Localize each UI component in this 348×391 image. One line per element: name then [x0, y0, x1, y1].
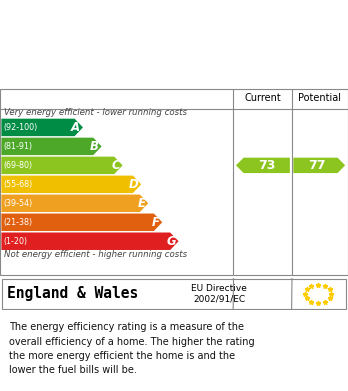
- Text: Potential: Potential: [298, 93, 341, 104]
- Polygon shape: [1, 119, 83, 136]
- Polygon shape: [1, 233, 179, 250]
- Text: C: C: [111, 159, 120, 172]
- Text: (69-80): (69-80): [3, 161, 33, 170]
- Text: Current: Current: [244, 93, 281, 104]
- Text: (55-68): (55-68): [3, 180, 33, 189]
- Text: EU Directive
2002/91/EC: EU Directive 2002/91/EC: [191, 284, 247, 304]
- Text: 77: 77: [308, 159, 325, 172]
- Text: E: E: [137, 197, 145, 210]
- Text: B: B: [90, 140, 99, 153]
- Polygon shape: [1, 213, 162, 231]
- Text: (1-20): (1-20): [3, 237, 27, 246]
- Polygon shape: [1, 157, 122, 174]
- Text: G: G: [166, 235, 176, 248]
- Text: (81-91): (81-91): [3, 142, 33, 151]
- Polygon shape: [1, 138, 102, 155]
- Text: (21-38): (21-38): [3, 218, 33, 227]
- Text: D: D: [129, 178, 139, 191]
- Text: Not energy efficient - higher running costs: Not energy efficient - higher running co…: [4, 250, 187, 259]
- Text: A: A: [71, 121, 80, 134]
- Text: 73: 73: [258, 159, 275, 172]
- Polygon shape: [236, 158, 290, 173]
- Text: F: F: [151, 216, 159, 229]
- Polygon shape: [293, 158, 345, 173]
- Text: England & Wales: England & Wales: [7, 286, 138, 301]
- Text: Very energy efficient - lower running costs: Very energy efficient - lower running co…: [4, 108, 187, 117]
- Text: (39-54): (39-54): [3, 199, 33, 208]
- Polygon shape: [1, 176, 141, 193]
- Text: Energy Efficiency Rating: Energy Efficiency Rating: [9, 63, 238, 81]
- Text: The energy efficiency rating is a measure of the
overall efficiency of a home. T: The energy efficiency rating is a measur…: [9, 322, 254, 375]
- Polygon shape: [1, 195, 148, 212]
- Text: (92-100): (92-100): [3, 123, 38, 132]
